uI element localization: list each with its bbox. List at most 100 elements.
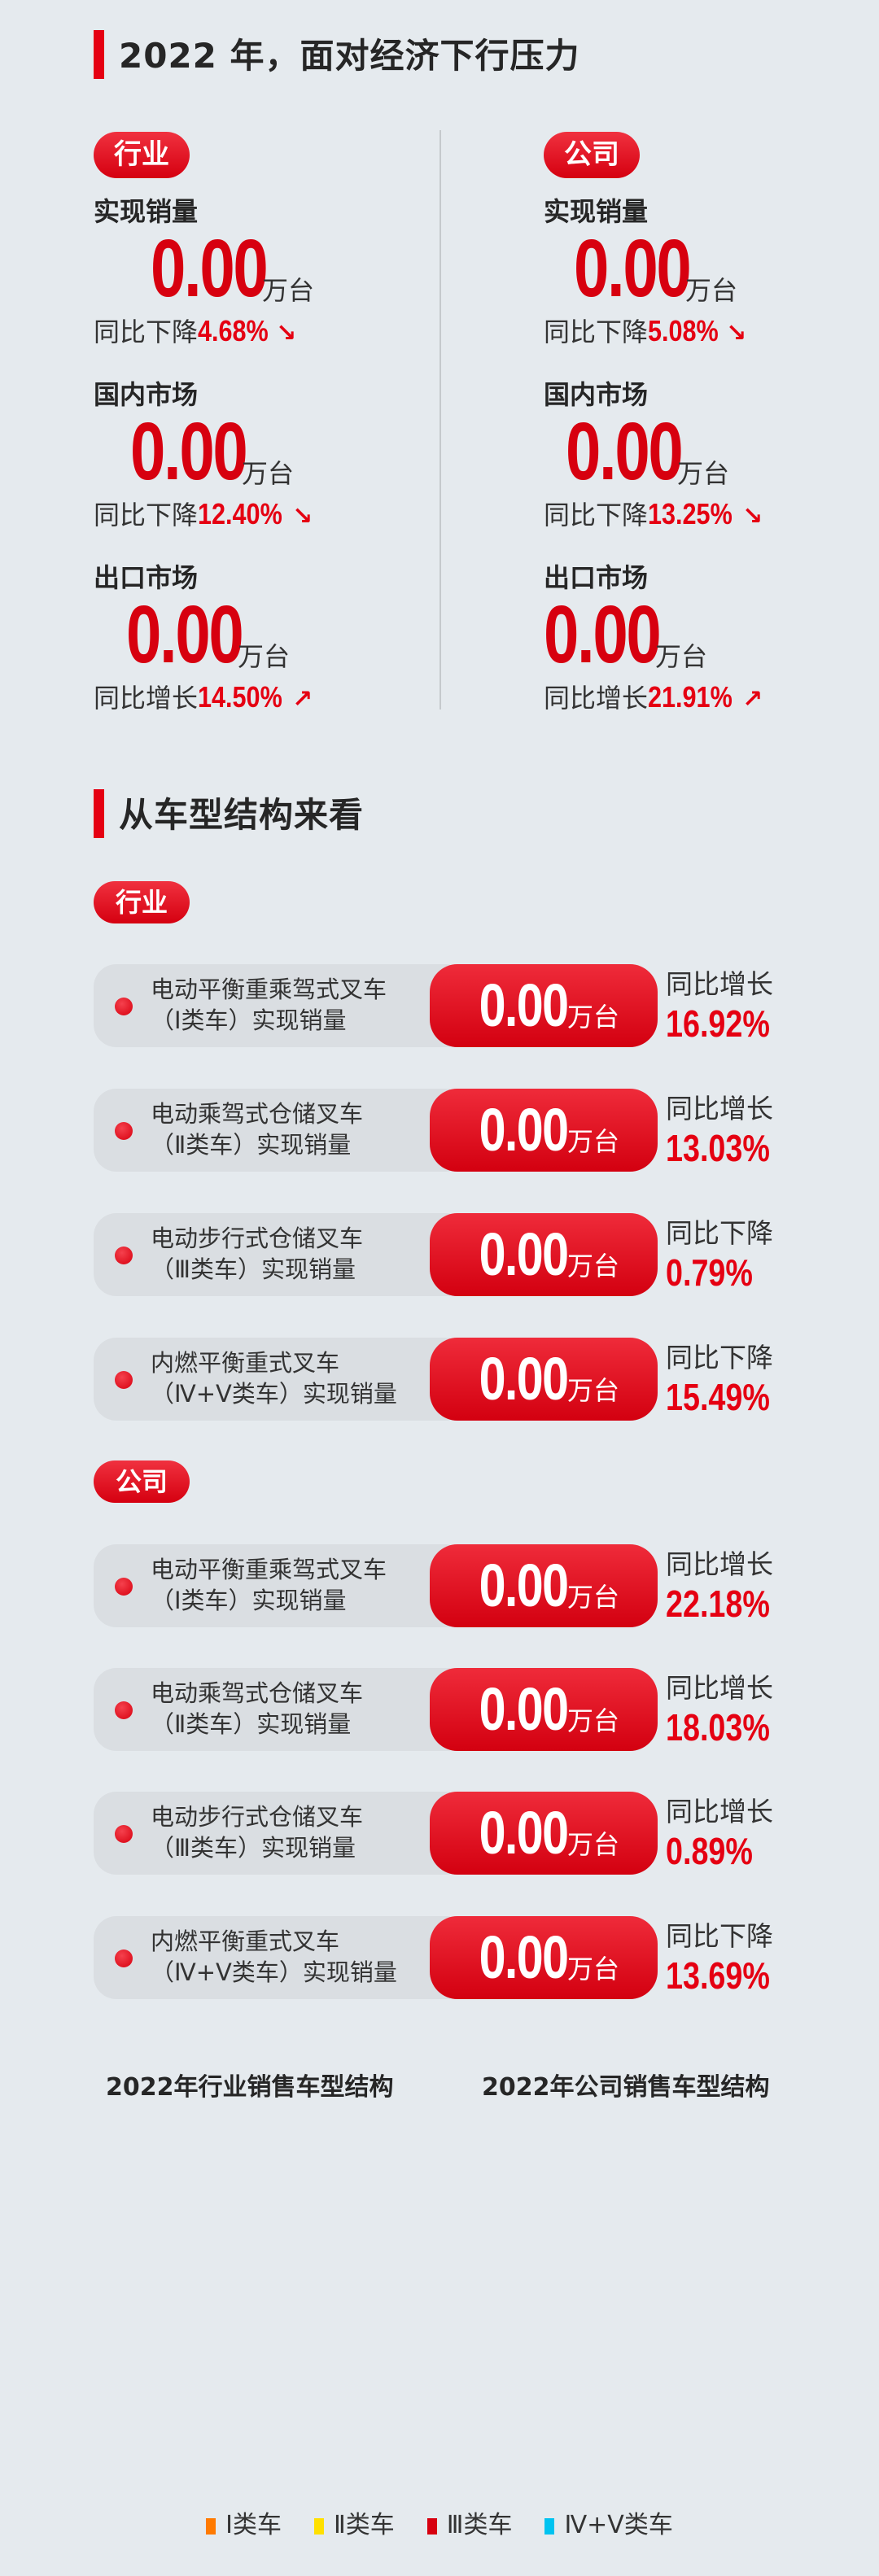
legend-item: Ⅱ类车 — [314, 2504, 395, 2540]
value-number: 0.00 — [479, 1220, 569, 1288]
card-value-pill: 0.00万台 — [430, 1338, 658, 1421]
desc-line2: （Ⅲ类车）实现销量 — [151, 1834, 356, 1862]
legend-swatch-icon — [314, 2517, 325, 2535]
yoy-percent: 21.91% — [648, 680, 732, 714]
desc-line2: （Ⅳ+Ⅴ类车）实现销量 — [151, 1958, 397, 1986]
card-background — [94, 1668, 468, 1751]
value-number: 0.00 — [479, 1923, 569, 1991]
desc-line1: 电动乘驾式仓储叉车 — [151, 1679, 364, 1707]
yoy-label: 同比增长 — [544, 683, 649, 714]
value-number: 0.00 — [151, 223, 269, 314]
yoy-label: 同比增长 — [666, 1548, 773, 1580]
desc-line1: 电动步行式仓储叉车 — [151, 1803, 364, 1831]
card-description: 电动平衡重乘驾式叉车 （Ⅰ类车）实现销量 — [151, 974, 387, 1036]
card-yoy: 同比增长 16.92% — [666, 966, 793, 1044]
value-number: 0.00 — [479, 1345, 569, 1412]
yoy-label: 同比下降 — [666, 1217, 773, 1249]
card-description: 电动平衡重乘驾式叉车 （Ⅰ类车）实现销量 — [151, 1554, 387, 1616]
card-yoy: 同比增长 0.89% — [666, 1793, 773, 1871]
desc-line2: （Ⅱ类车）实现销量 — [151, 1710, 352, 1738]
vehicle-class-card: 内燃平衡重式叉车 （Ⅳ+Ⅴ类车）实现销量 0.00万台 同比下降 15.49% — [94, 1338, 773, 1421]
section2-title: 从车型结构来看 — [119, 795, 365, 835]
value-unit: 万台 — [262, 275, 315, 306]
value-unit: 万台 — [677, 458, 730, 489]
metric-value: 0.00 万台 — [574, 228, 785, 309]
value-unit: 万台 — [567, 1375, 620, 1406]
yoy-label: 同比下降 — [666, 1342, 773, 1373]
column-divider — [440, 130, 441, 709]
legend-swatch-icon — [426, 2517, 437, 2535]
yoy-label: 同比增长 — [666, 1672, 773, 1704]
value-unit: 万台 — [685, 275, 738, 306]
section1-title: 2022 年，面对经济下行压力 — [119, 36, 580, 76]
yoy-percent: 13.25% — [648, 497, 732, 530]
yoy-percent: 15.49% — [666, 1376, 770, 1418]
card-background — [94, 1792, 468, 1875]
value-number: 0.00 — [126, 589, 244, 680]
yoy-percent: 13.69% — [666, 1954, 770, 1997]
tag-company: 公司 — [544, 132, 640, 178]
value-unit: 万台 — [567, 1705, 620, 1736]
value-number: 0.00 — [479, 1799, 569, 1867]
legend-label: Ⅳ+Ⅴ类车 — [564, 2511, 673, 2539]
value-number: 0.00 — [479, 1675, 569, 1743]
value-unit: 万台 — [567, 1251, 620, 1281]
card-yoy: 同比下降 15.49% — [666, 1339, 793, 1417]
metric-label: 实现销量 — [94, 196, 199, 227]
metric-value: 0.00 万台 — [126, 594, 338, 675]
yoy-percent: 5.08% — [648, 314, 719, 347]
card-background — [94, 1089, 468, 1172]
value-unit: 万台 — [238, 641, 291, 672]
value-unit: 万台 — [567, 1126, 620, 1157]
card-value-pill: 0.00万台 — [430, 1792, 658, 1875]
desc-line1: 电动步行式仓储叉车 — [151, 1225, 364, 1252]
card-value-pill: 0.00万台 — [430, 1544, 658, 1627]
bullet-dot-icon — [115, 1122, 133, 1140]
legend-item: Ⅲ类车 — [426, 2504, 512, 2540]
card-background — [94, 1916, 468, 1999]
card-yoy: 同比下降 13.69% — [666, 1918, 793, 1996]
metric-value: 0.00 万台 — [130, 411, 342, 492]
card-description: 内燃平衡重式叉车 （Ⅳ+Ⅴ类车）实现销量 — [151, 1347, 397, 1409]
yoy-percent: 0.79% — [666, 1251, 753, 1294]
legend-swatch-icon — [544, 2517, 555, 2535]
card-value-pill: 0.00万台 — [430, 964, 658, 1047]
value-number: 0.00 — [130, 406, 248, 497]
desc-line1: 内燃平衡重式叉车 — [151, 1349, 340, 1377]
arrow-down-icon: ↘ — [742, 502, 763, 530]
metric-label: 国内市场 — [544, 379, 649, 410]
vehicle-class-card: 内燃平衡重式叉车 （Ⅳ+Ⅴ类车）实现销量 0.00万台 同比下降 13.69% — [94, 1916, 773, 1999]
company-chart-title: 2022年公司销售车型结构 — [482, 2073, 770, 2102]
bullet-dot-icon — [115, 998, 133, 1015]
yoy-label: 同比下降 — [94, 500, 199, 530]
card-yoy: 同比增长 13.03% — [666, 1090, 793, 1168]
arrow-down-icon: ↘ — [292, 502, 313, 530]
legend-label: Ⅰ类车 — [225, 2511, 282, 2539]
arrow-down-icon: ↘ — [276, 319, 297, 347]
card-description: 电动乘驾式仓储叉车 （Ⅱ类车）实现销量 — [151, 1678, 363, 1740]
desc-line1: 电动平衡重乘驾式叉车 — [151, 1556, 387, 1583]
yoy-change: 同比增长14.50% ↗ — [94, 678, 313, 715]
value-number: 0.00 — [479, 1096, 569, 1164]
yoy-label: 同比下降 — [94, 317, 199, 347]
card-value-pill: 0.00万台 — [430, 1213, 658, 1296]
card-background — [94, 964, 468, 1047]
industry-chart-title: 2022年行业销售车型结构 — [106, 2073, 394, 2102]
bullet-dot-icon — [115, 1578, 133, 1596]
metric-label: 实现销量 — [544, 196, 649, 227]
yoy-percent: 13.03% — [666, 1127, 770, 1169]
desc-line2: （Ⅱ类车）实现销量 — [151, 1131, 352, 1159]
card-background — [94, 1544, 468, 1627]
yoy-percent: 18.03% — [666, 1706, 770, 1749]
card-yoy: 同比增长 22.18% — [666, 1546, 793, 1624]
value-number: 0.00 — [566, 406, 684, 497]
metric-label: 出口市场 — [94, 562, 199, 593]
section-marker — [94, 789, 104, 838]
metric-value: 0.00 万台 — [544, 594, 755, 675]
card-yoy: 同比下降 0.79% — [666, 1215, 773, 1293]
desc-line2: （Ⅰ类车）实现销量 — [151, 1587, 347, 1614]
yoy-label: 同比增长 — [94, 683, 199, 714]
metric-value: 0.00 万台 — [566, 411, 777, 492]
legend-item: Ⅰ类车 — [206, 2504, 282, 2540]
vehicle-class-card: 电动平衡重乘驾式叉车 （Ⅰ类车）实现销量 0.00万台 同比增长 22.18% — [94, 1544, 773, 1627]
